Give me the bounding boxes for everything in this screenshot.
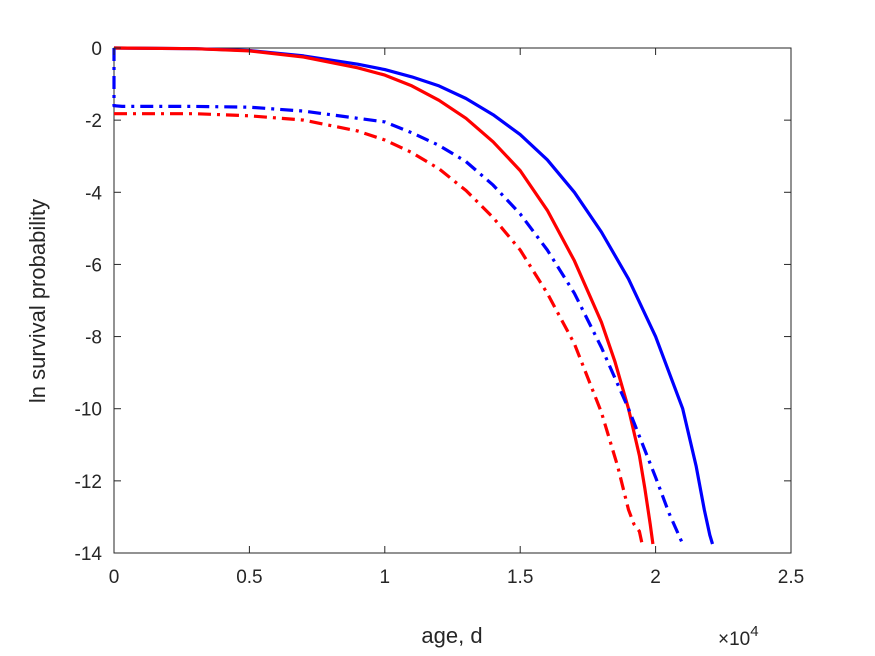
y-tick-label: -12 — [75, 472, 102, 493]
x-tick-label: 2.5 — [778, 567, 804, 588]
x-tick-label: 2 — [650, 567, 661, 588]
y-tick-label: -8 — [85, 328, 102, 349]
series-line-1 — [113, 46, 715, 545]
y-tick-label: -10 — [75, 400, 102, 421]
series-line-2 — [113, 46, 655, 545]
x-tick-label: 1 — [380, 567, 391, 588]
x-axis-title: age, d — [421, 623, 482, 648]
y-tick-label: -2 — [85, 111, 102, 132]
series-line-4 — [114, 112, 644, 545]
x-tick-label: 0.5 — [236, 567, 262, 588]
series-line-3 — [112, 48, 685, 545]
x-tick-label: 0 — [109, 567, 120, 588]
y-tick-label: -14 — [75, 544, 103, 565]
y-axis-title: ln survival probability — [25, 199, 50, 403]
x-tick-label: 1.5 — [507, 567, 533, 588]
plot-area — [113, 47, 792, 554]
x-multiplier-base: ×10 — [718, 629, 750, 650]
ticks-layer: 0 0.5 1 1.5 2 2.5 0 -2 -4 -6 -8 -10 -12 -14 — [75, 39, 805, 588]
y-tick-label: -4 — [85, 183, 102, 204]
series-layer — [112, 46, 715, 545]
y-tick-label: 0 — [91, 39, 102, 60]
y-tick-label: -6 — [85, 255, 102, 276]
x-multiplier-exponent: 4 — [750, 623, 758, 640]
x-multiplier: ×104 — [718, 623, 759, 650]
